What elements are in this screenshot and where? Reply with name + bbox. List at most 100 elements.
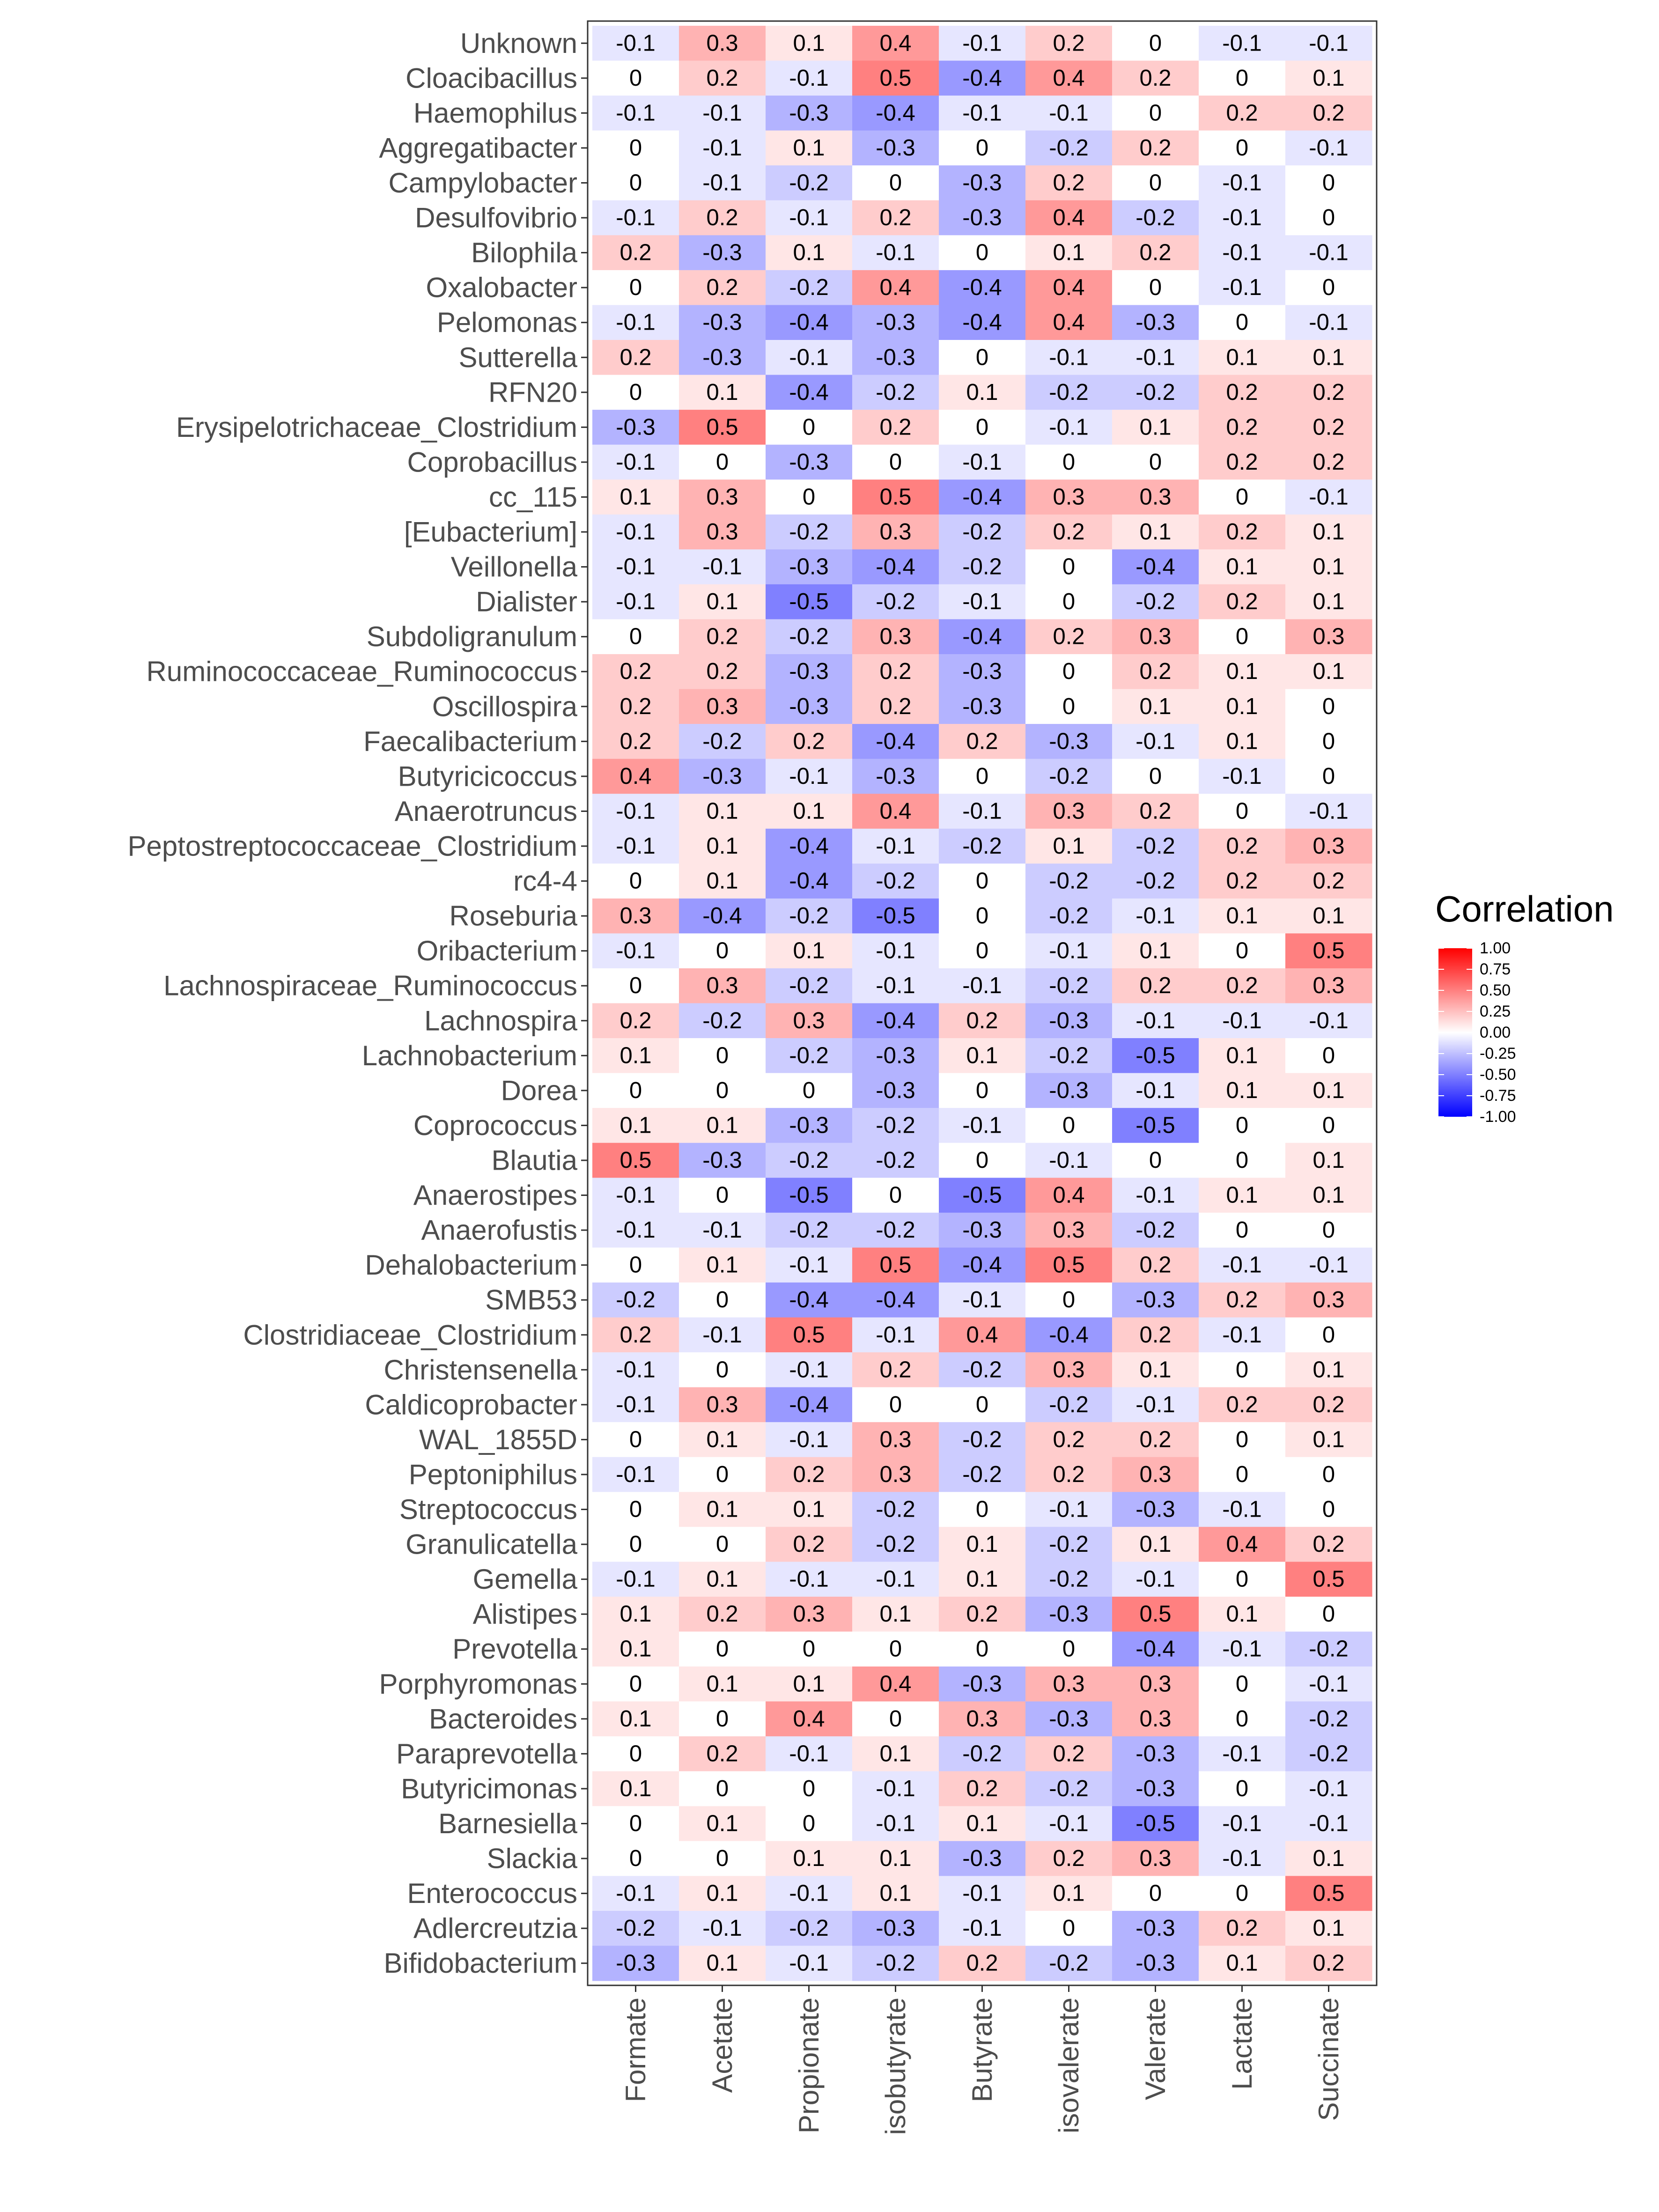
cell-value-label: -0.5 <box>1135 1113 1175 1138</box>
heatmap-cell <box>1285 1910 1372 1947</box>
heatmap-cell <box>679 200 766 236</box>
heatmap-cell <box>1285 26 1372 61</box>
heatmap-cell <box>1112 968 1199 1004</box>
heatmap-cell <box>679 1876 766 1911</box>
cell-value-label: 0.3 <box>1312 624 1344 649</box>
cell-value-label: -0.1 <box>789 1951 828 1976</box>
heatmap-cell <box>1025 479 1113 515</box>
cell-value-label: 0 <box>629 275 642 300</box>
cell-value-label: 0.3 <box>1312 833 1344 859</box>
cell-value-label: -0.4 <box>876 729 915 754</box>
legend-tick-label: -0.25 <box>1480 1045 1516 1062</box>
cell-value-label: -0.3 <box>962 1671 1002 1696</box>
heatmap-cell <box>1285 933 1372 969</box>
cell-value-label: 0.1 <box>619 1776 651 1801</box>
heatmap-cell <box>592 1073 679 1108</box>
heatmap-cell <box>1112 1073 1199 1108</box>
heatmap-cell <box>1199 1596 1286 1632</box>
heatmap-cell <box>679 1178 766 1213</box>
cell-value-label: 0 <box>1062 1637 1075 1662</box>
heatmap-cell <box>1025 26 1113 61</box>
heatmap-cell <box>939 1666 1026 1702</box>
heatmap-cell <box>1285 1562 1372 1597</box>
cell-value-label: -0.2 <box>876 1217 915 1243</box>
heatmap-cell <box>939 444 1026 480</box>
heatmap-cell <box>1025 1003 1113 1039</box>
cell-value-label: 0.5 <box>879 66 911 91</box>
heatmap-cell <box>852 235 939 271</box>
heatmap-cell <box>852 654 939 690</box>
heatmap-cell <box>766 1526 853 1562</box>
y-tick-label: Gemella <box>473 1563 578 1595</box>
heatmap-cell <box>592 1492 679 1527</box>
cell-value-label: 0.2 <box>1226 869 1258 894</box>
cell-value-label: -0.1 <box>1222 1497 1261 1522</box>
y-tick-label: Slackia <box>487 1843 578 1874</box>
cell-value-label: -0.2 <box>616 1287 655 1312</box>
cell-value-label: 0 <box>1149 170 1162 195</box>
cell-value-label: -0.1 <box>789 1357 828 1382</box>
cell-value-label: -0.2 <box>789 170 828 195</box>
heatmap-cell <box>1112 1492 1199 1527</box>
cell-value-label: -0.1 <box>876 1322 915 1348</box>
cell-value-label: -0.3 <box>616 1951 655 1976</box>
heatmap-cell <box>1285 1841 1372 1876</box>
heatmap-cell <box>939 1247 1026 1283</box>
heatmap-cell <box>766 1876 853 1911</box>
heatmap-cell <box>1112 96 1199 131</box>
cell-value-label: -0.2 <box>1049 764 1088 789</box>
cell-value-label: -0.2 <box>876 1113 915 1138</box>
heatmap-cell <box>1199 26 1286 61</box>
cell-value-label: 0 <box>976 240 988 265</box>
heatmap-cell <box>1112 724 1199 759</box>
cell-value-label: 0.1 <box>1139 414 1171 440</box>
heatmap-cell <box>1199 1841 1286 1876</box>
cell-value-label: -0.1 <box>616 100 655 125</box>
cell-value-label: -0.4 <box>702 903 742 929</box>
heatmap-cell <box>1112 165 1199 201</box>
cell-value-label: -0.3 <box>789 554 828 580</box>
heatmap-cell <box>1199 828 1286 864</box>
heatmap-cell <box>1285 339 1372 376</box>
cell-value-label: 0 <box>1149 100 1162 125</box>
heatmap-cell <box>679 1038 766 1074</box>
cell-value-label: -0.3 <box>876 1916 915 1941</box>
heatmap-cell <box>1025 96 1113 131</box>
cell-value-label: 0 <box>629 1427 642 1452</box>
heatmap-cell <box>852 759 939 794</box>
heatmap-cell <box>939 1806 1026 1842</box>
heatmap-cell <box>592 1841 679 1876</box>
cell-value-label: -0.1 <box>616 833 655 859</box>
cell-value-label: 0.1 <box>966 380 998 405</box>
heatmap-cell <box>1199 1282 1286 1318</box>
heatmap-cell <box>679 759 766 794</box>
heatmap-cell <box>679 514 766 550</box>
cell-value-label: 0.2 <box>1226 100 1258 125</box>
heatmap-cell <box>852 863 939 899</box>
heatmap-cell <box>939 410 1026 445</box>
cell-value-label: 0.1 <box>1312 519 1344 545</box>
heatmap-cell <box>1199 1212 1286 1248</box>
heatmap-cell <box>592 339 679 376</box>
heatmap-cell <box>1112 1910 1199 1947</box>
heatmap-cell <box>1285 1247 1372 1283</box>
cell-value-label: -0.2 <box>1049 135 1088 161</box>
cell-value-label: -0.2 <box>876 380 915 405</box>
heatmap-cell <box>1025 1387 1113 1423</box>
y-tick-label: Desulfovibrio <box>415 202 577 234</box>
heatmap-cell <box>592 1876 679 1911</box>
cell-value-label: -0.2 <box>1049 903 1088 929</box>
heatmap-cell <box>1285 584 1372 620</box>
cell-value-label: 0.2 <box>966 729 998 754</box>
cell-value-label: 0 <box>629 1671 642 1696</box>
heatmap-cell <box>1025 828 1113 864</box>
cell-value-label: 0.1 <box>793 30 825 56</box>
cell-value-label: 0 <box>1322 205 1335 230</box>
heatmap-cell <box>1199 1771 1286 1806</box>
cell-value-label: 0 <box>803 1811 815 1836</box>
heatmap-cell <box>679 1910 766 1947</box>
heatmap-cell <box>1112 270 1199 306</box>
cell-value-label: -0.5 <box>789 1183 828 1208</box>
heatmap-cell <box>1025 514 1113 550</box>
legend-title: Correlation <box>1435 888 1614 929</box>
